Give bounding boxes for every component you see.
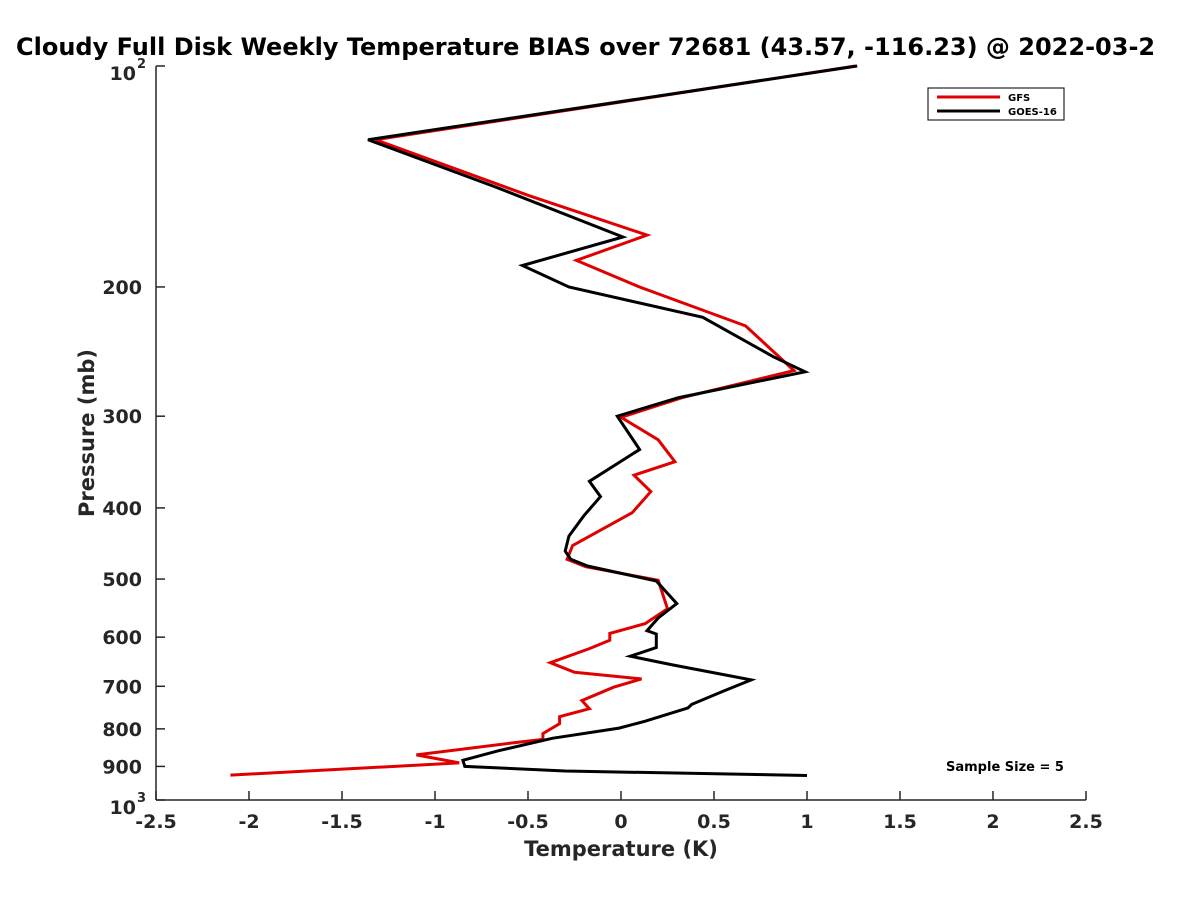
y-tick-label: 400 bbox=[102, 498, 142, 520]
legend: GFS GOES-16 bbox=[927, 87, 1065, 121]
x-tick-label: 2.5 bbox=[1069, 811, 1103, 833]
y-tick-label: 10 bbox=[110, 797, 136, 819]
y-tick-label: 300 bbox=[102, 406, 142, 428]
x-ticks: -2.5 -2 -1.5 -1 -0.5 0 0.5 1 1.5 2 2.5 bbox=[135, 791, 1103, 833]
y-tick-exponent: 3 bbox=[137, 791, 146, 806]
legend-box bbox=[927, 87, 1065, 121]
y-tick-label: 200 bbox=[102, 277, 142, 299]
x-tick-label: 0 bbox=[614, 811, 627, 833]
series-line-gfs bbox=[230, 64, 856, 777]
y-tick-label: 600 bbox=[102, 627, 142, 649]
x-tick-label: 1.5 bbox=[883, 811, 917, 833]
series-lines bbox=[230, 64, 858, 777]
x-tick-label: -2.5 bbox=[135, 811, 177, 833]
y-tick-exponent: 2 bbox=[137, 57, 146, 72]
y-axis-label: Pressure (mb) bbox=[75, 349, 99, 517]
y-tick-label: 500 bbox=[102, 569, 142, 591]
chart-title: Cloudy Full Disk Weekly Temperature BIAS… bbox=[16, 33, 1155, 61]
x-tick-label: -1.5 bbox=[321, 811, 363, 833]
series-line-goes-16 bbox=[367, 64, 858, 777]
x-tick-label: -2 bbox=[238, 811, 259, 833]
legend-label: GFS bbox=[1008, 93, 1030, 104]
y-tick-label: 900 bbox=[102, 756, 142, 778]
x-tick-label: -0.5 bbox=[507, 811, 549, 833]
x-tick-label: -1 bbox=[424, 811, 445, 833]
x-tick-label: 2 bbox=[986, 811, 999, 833]
legend-label: GOES-16 bbox=[1008, 107, 1057, 118]
y-tick-label: 800 bbox=[102, 719, 142, 741]
x-tick-label: 1 bbox=[800, 811, 813, 833]
x-axis-label: Temperature (K) bbox=[524, 837, 718, 861]
y-tick-label: 10 bbox=[110, 63, 136, 85]
legend-entries: GFS GOES-16 bbox=[937, 93, 1057, 118]
x-tick-label: 0.5 bbox=[697, 811, 731, 833]
y-tick-label: 700 bbox=[102, 676, 142, 698]
sample-size-annotation: Sample Size = 5 bbox=[946, 760, 1064, 775]
plot-area: -2.5 -2 -1.5 -1 -0.5 0 0.5 1 1.5 2 2.5 10 220030040… bbox=[102, 57, 1103, 833]
